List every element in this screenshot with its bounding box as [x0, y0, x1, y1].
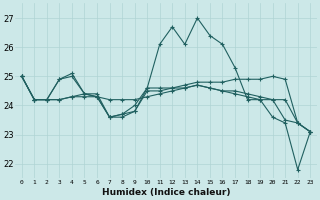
X-axis label: Humidex (Indice chaleur): Humidex (Indice chaleur)	[102, 188, 230, 197]
